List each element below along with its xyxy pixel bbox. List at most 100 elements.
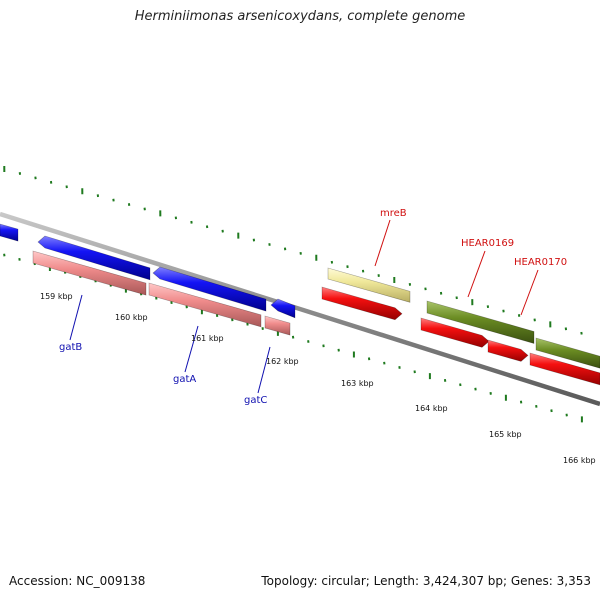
gene-gatA-pink — [148, 282, 262, 328]
gene-HEAR0170-red — [487, 339, 529, 362]
gene-mreB-red — [321, 286, 403, 321]
gene-HEAR0169-red — [420, 317, 490, 348]
gene-gatC-blue — [270, 298, 296, 319]
accession-text: Accession: NC_009138 — [9, 574, 146, 588]
scale-label: 166 kbp — [563, 456, 596, 465]
minor-tick — [377, 274, 380, 277]
leader-line-gatB — [69, 294, 83, 341]
gene-red-partial — [529, 352, 600, 386]
minor-tick — [580, 331, 583, 335]
gene-features — [0, 223, 600, 386]
scale-label: 163 kbp — [341, 379, 374, 388]
major-tick — [393, 276, 396, 284]
minor-tick — [127, 203, 131, 206]
gene-label-HEAR0169: HEAR0169 — [461, 238, 514, 249]
gene-label-gatA: gatA — [173, 374, 196, 385]
major-tick — [315, 254, 318, 261]
minor-tick — [337, 348, 340, 352]
minor-tick — [112, 198, 115, 202]
gene-label-HEAR0170: HEAR0170 — [514, 257, 567, 268]
gene-HEAR0170-olive — [535, 337, 600, 369]
gene-HEAR0169-olive — [426, 300, 535, 344]
minor-tick — [455, 296, 458, 300]
minor-tick — [34, 176, 37, 180]
minor-tick — [252, 238, 256, 242]
gene-gatA-blue — [152, 266, 267, 312]
leader-line-gatA — [184, 325, 199, 373]
scale-label: 160 kbp — [115, 313, 148, 322]
minor-tick — [408, 283, 412, 286]
gene-label-gatC: gatC — [244, 395, 267, 406]
minor-tick — [424, 287, 427, 291]
gene-label-mreB: mreB — [380, 208, 407, 219]
major-tick — [3, 166, 6, 173]
minor-tick — [517, 314, 521, 317]
major-tick — [159, 210, 162, 217]
minor-tick — [49, 180, 53, 184]
gene-blue-partial — [0, 223, 19, 242]
minor-tick — [439, 291, 443, 295]
outer-tick-ring — [3, 166, 583, 335]
minor-tick — [474, 387, 477, 391]
minor-tick — [190, 220, 193, 224]
map-title: Herminiimonas arsenicoxydans, complete g… — [134, 9, 466, 24]
minor-tick — [533, 318, 536, 322]
minor-tick — [96, 194, 100, 198]
minor-tick — [443, 379, 447, 382]
minor-tick — [398, 366, 401, 369]
minor-tick — [185, 305, 188, 309]
leader-line-gatC — [257, 346, 271, 394]
minor-tick — [361, 269, 365, 273]
minor-tick — [155, 296, 158, 300]
scale-label: 159 kbp — [40, 292, 73, 301]
minor-tick — [170, 301, 173, 305]
scale-label: 161 kbp — [191, 334, 224, 343]
major-tick — [352, 351, 355, 358]
minor-tick — [283, 247, 287, 251]
minor-tick — [18, 257, 21, 261]
minor-tick — [65, 185, 68, 189]
minor-tick — [459, 383, 462, 387]
minor-tick — [261, 327, 264, 330]
minor-tick — [268, 243, 271, 246]
map-labels: 159 kbp 160 kbp 161 kbp 162 kbp 163 kbp 164 k… — [40, 208, 596, 465]
leader-line-HEAR0169 — [467, 250, 486, 298]
minor-tick — [231, 318, 234, 322]
minor-tick — [299, 251, 302, 255]
major-tick — [81, 188, 84, 195]
minor-tick — [519, 400, 523, 404]
major-tick — [580, 416, 583, 423]
genome-summary-text: Topology: circular; Length: 3,424,307 bp… — [261, 574, 591, 588]
minor-tick — [246, 322, 249, 326]
leader-line-HEAR0170 — [520, 269, 539, 316]
minor-tick — [3, 253, 6, 257]
leader-line-mreB — [374, 219, 391, 267]
minor-tick — [18, 172, 22, 175]
scale-label: 165 kbp — [489, 430, 522, 439]
minor-tick — [215, 314, 219, 317]
gene-label-gatB: gatB — [59, 342, 82, 353]
minor-tick — [502, 309, 505, 313]
gene-gatB-blue — [37, 235, 151, 281]
minor-tick — [565, 413, 568, 417]
minor-tick — [291, 335, 295, 339]
minor-tick — [143, 207, 146, 211]
minor-tick — [383, 361, 386, 365]
minor-tick — [367, 357, 371, 361]
genome-backbone — [0, 211, 600, 407]
major-tick — [428, 373, 431, 380]
major-tick — [471, 299, 474, 306]
gene-gatC-pink — [264, 315, 291, 336]
minor-tick — [221, 229, 224, 233]
minor-tick — [489, 391, 492, 395]
minor-tick — [174, 216, 178, 220]
minor-tick — [535, 404, 538, 408]
scale-label: 162 kbp — [266, 357, 299, 366]
scale-label: 164 kbp — [415, 404, 448, 413]
minor-tick — [413, 370, 416, 374]
gene-gatB-pink — [32, 250, 147, 296]
major-tick — [549, 321, 552, 328]
label-leaders — [69, 219, 539, 394]
gene-mreB-khaki — [327, 267, 411, 303]
